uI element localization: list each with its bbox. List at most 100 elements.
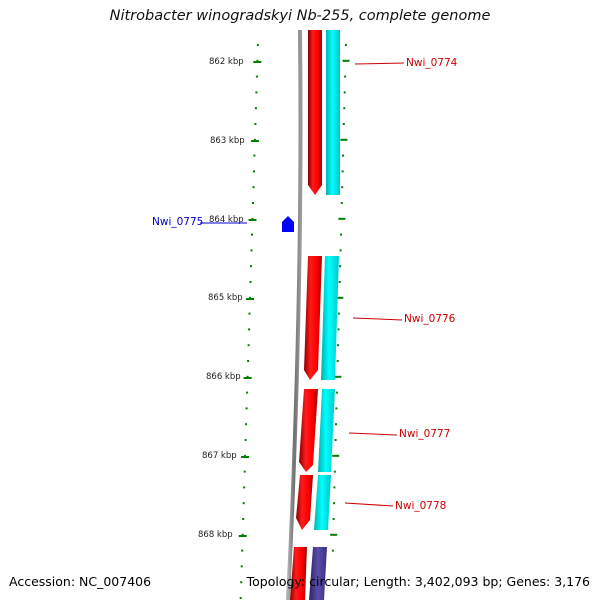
right-minor-tick xyxy=(342,123,345,125)
right-minor-tick xyxy=(337,344,340,347)
right-major-tick xyxy=(340,138,348,141)
leader-nwi-0777 xyxy=(348,432,398,436)
right-major-tick xyxy=(342,59,350,62)
genome-title: Nitrobacter winogradskyi Nb-255, complet… xyxy=(109,8,491,24)
minor-tick xyxy=(249,296,251,299)
right-minor-tick xyxy=(335,423,337,426)
gene-track-nwi-0776 xyxy=(321,256,339,380)
right-minor-tick xyxy=(344,44,347,46)
gene-track-nwi-0774 xyxy=(326,30,340,195)
gene-label-nwi-0778[interactable]: Nwi_0778 xyxy=(395,500,446,512)
minor-tick xyxy=(240,565,243,568)
right-minor-tick xyxy=(338,281,341,283)
cds-nwi-0778[interactable] xyxy=(296,475,313,530)
gene-label-nwi-0777[interactable]: Nwi_0777 xyxy=(399,428,450,440)
minor-tick xyxy=(242,518,245,520)
minor-tick xyxy=(253,154,256,157)
right-minor-tick xyxy=(334,439,337,441)
right-minor-tick xyxy=(337,328,340,331)
cds-nwi-0777[interactable] xyxy=(299,389,318,472)
right-minor-tick xyxy=(337,312,340,315)
right-minor-tick xyxy=(342,154,344,157)
minor-tick xyxy=(252,186,255,189)
minor-tick xyxy=(243,486,246,489)
minor-tick xyxy=(256,44,259,46)
major-tick xyxy=(253,61,262,63)
tick-label: 864 kbp xyxy=(209,215,244,225)
minor-tick xyxy=(256,59,259,62)
scale-major-ticks xyxy=(238,61,262,537)
tick-label: 867 kbp xyxy=(202,451,237,461)
gene-label-nwi-0776[interactable]: Nwi_0776 xyxy=(404,313,456,325)
gene-track-nwi-0778 xyxy=(314,475,331,530)
major-tick xyxy=(250,140,259,142)
right-minor-tick xyxy=(341,186,344,189)
minor-tick xyxy=(251,233,253,236)
right-minor-tick xyxy=(340,202,343,204)
leader-nwi-0776 xyxy=(352,317,403,321)
right-minor-tick xyxy=(333,470,336,473)
right-minor-tick xyxy=(340,233,342,236)
minor-tick xyxy=(248,312,251,315)
minor-tick xyxy=(250,249,253,252)
cds-nwi-0776[interactable] xyxy=(304,256,322,380)
minor-tick xyxy=(248,328,251,331)
right-minor-tick xyxy=(339,265,342,268)
major-tick xyxy=(238,535,247,537)
tick-label: 863 kbp xyxy=(210,136,245,146)
right-minor-tick xyxy=(343,91,346,94)
right-major-tick xyxy=(334,375,342,378)
right-minor-tick xyxy=(333,502,335,505)
right-minor-tick xyxy=(344,75,347,78)
minor-tick xyxy=(246,375,249,378)
minor-tick xyxy=(247,344,250,347)
right-scale-ticks xyxy=(330,44,350,552)
minor-tick xyxy=(241,549,244,552)
right-minor-tick xyxy=(343,107,346,110)
right-major-tick xyxy=(330,533,338,536)
major-tick xyxy=(246,298,254,300)
right-minor-tick xyxy=(339,249,342,252)
minor-tick xyxy=(244,454,247,457)
right-minor-tick xyxy=(335,407,338,410)
gene-label-nwi-0775[interactable]: Nwi_0775 xyxy=(152,216,203,228)
minor-tick xyxy=(250,265,252,268)
minor-tick xyxy=(246,391,249,394)
tick-label: 865 kbp xyxy=(208,293,243,303)
major-tick xyxy=(243,377,252,379)
right-minor-tick xyxy=(335,391,338,394)
minor-tick xyxy=(239,597,242,599)
leader-nwi-0774 xyxy=(354,62,405,65)
minor-tick xyxy=(254,107,257,110)
minor-tick xyxy=(255,91,258,94)
tick-label: 868 kbp xyxy=(198,530,233,540)
genome-backbone xyxy=(286,29,303,600)
right-minor-tick xyxy=(341,170,344,173)
minor-tick xyxy=(252,202,254,204)
cds-nwi-0775[interactable] xyxy=(282,216,294,232)
minor-tick xyxy=(254,123,257,125)
right-minor-tick xyxy=(332,518,335,520)
gene-label-nwi-0774[interactable]: Nwi_0774 xyxy=(406,57,458,69)
minor-tick xyxy=(245,423,248,426)
right-major-tick xyxy=(338,217,346,220)
minor-tick xyxy=(247,360,250,362)
tick-label: 866 kbp xyxy=(206,372,241,382)
cds-next xyxy=(290,547,307,600)
accession-text: Accession: NC_007406 xyxy=(9,574,152,589)
right-major-tick xyxy=(332,454,340,457)
gene-track-nwi-0777 xyxy=(318,389,335,472)
minor-tick xyxy=(244,439,247,441)
minor-tick xyxy=(255,75,258,78)
minor-tick xyxy=(251,217,254,220)
minor-tick xyxy=(253,138,256,141)
right-minor-tick xyxy=(333,486,336,489)
minor-tick xyxy=(242,502,245,505)
genome-summary-text: Topology: circular; Length: 3,402,093 bp… xyxy=(246,574,590,589)
right-minor-tick xyxy=(331,549,334,552)
minor-tick xyxy=(253,170,255,173)
tick-label: 862 kbp xyxy=(209,57,244,67)
cds-nwi-0774[interactable] xyxy=(308,30,322,195)
major-tick xyxy=(241,456,250,458)
